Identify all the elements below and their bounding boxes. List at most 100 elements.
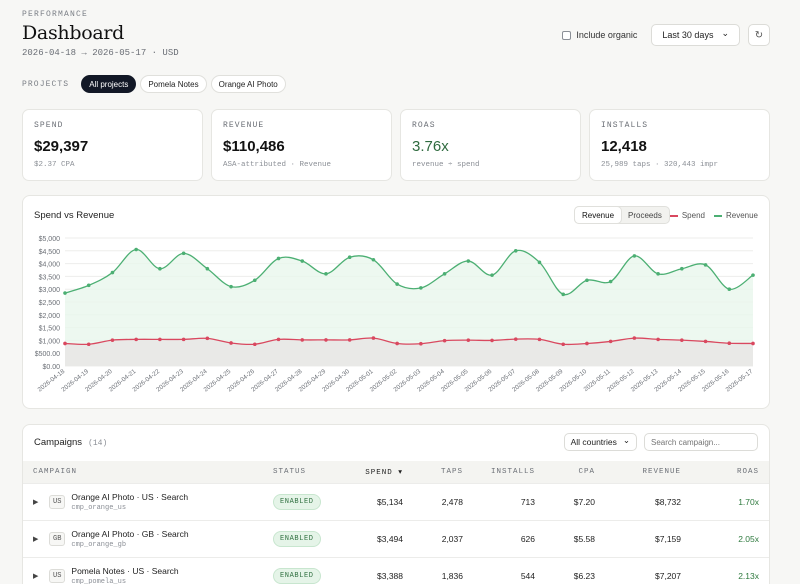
include-organic-label: Include organic [576,30,638,40]
project-filter: PROJECTS All projects Pomela Notes Orang… [22,75,286,93]
campaigns-title: Campaigns (14) [34,437,107,448]
taps-cell: 2,037 [441,533,463,544]
campaign-info: Orange AI Photo · US · Search cmp_orange… [71,492,188,512]
table-row[interactable]: ▶ GB Orange AI Photo · GB · Search cmp_o… [23,520,769,557]
country-filter-select[interactable]: All countries ⌄ [563,433,637,451]
toggle-proceeds[interactable]: Proceeds [628,210,662,220]
spend-point [205,336,210,341]
kpi-card-roas: ROAS 3.76x revenue ÷ spend [400,109,581,181]
kpi-value: 3.76x [412,138,449,155]
x-tick-label: 2026-05-17 [725,368,755,394]
revenue-point [276,256,281,261]
y-tick-label: $2,500 [39,300,61,307]
campaigns-count: (14) [88,439,108,448]
spend-point [229,341,233,345]
spend-point [585,341,589,346]
project-pill-pomela-notes[interactable]: Pomela Notes [140,75,207,93]
revenue-point [419,286,423,290]
revenue-area [65,249,753,366]
kpi-label: ROAS [412,121,436,130]
chevron-down-icon: ⌄ [721,28,729,38]
column-header-spend[interactable]: SPEND ▾ [365,468,403,477]
refresh-button[interactable]: ↻ [748,24,770,46]
kpi-card-spend: SPEND $29,397 $2.37 CPA [22,109,203,181]
cpa-cell: $7.20 [573,496,595,507]
column-header-campaign[interactable]: CAMPAIGN [33,467,78,476]
legend-swatch [669,214,678,217]
header-controls: Include organic Last 30 days ⌄ ↻ [562,24,770,46]
column-header-taps[interactable]: TAPS [440,467,463,476]
expand-icon[interactable]: ▶ [33,498,39,506]
table-row[interactable]: ▶ US Orange AI Photo · US · Search cmp_o… [23,483,769,520]
campaigns-title-text: Campaigns [34,437,83,448]
campaign-info: Pomela Notes · US · Search cmp_pomela_us [71,566,178,584]
revenue-point [395,282,399,286]
revenue-point [300,259,305,263]
status-badge: ENABLED [273,567,321,584]
campaigns-table: CAMPAIGN STATUS SPEND ▾ TAPS INSTALLS CP… [23,461,769,584]
spend-point [442,338,447,343]
taps-cell: 1,836 [441,570,463,581]
revenue-point [703,263,708,267]
campaigns-header: Campaigns (14) All countries ⌄ [23,425,769,461]
spend-point [751,341,755,346]
project-pill-orange-ai-photo[interactable]: Orange AI Photo [210,75,286,93]
revenue-point [110,270,115,275]
campaign-cell: ▶ US Orange AI Photo · US · Search cmp_o… [23,483,263,520]
expand-icon[interactable]: ▶ [33,572,39,580]
campaign-cell-content: ▶ GB Orange AI Photo · GB · Search cmp_o… [33,529,253,549]
status-badge: ENABLED [273,530,321,547]
revenue-point [134,247,138,252]
spend-point [158,337,162,342]
status-cell: ENABLED [263,557,343,584]
revenue-point [466,259,471,263]
campaign-name: Pomela Notes · US · Search [71,565,179,576]
date-range-label: Last 30 days [662,30,714,40]
campaign-cell-content: ▶ US Orange AI Photo · US · Search cmp_o… [33,492,253,512]
spend-point [63,341,67,346]
kpi-value: $110,486 [223,138,285,155]
spend-point [134,337,138,342]
date-range-select[interactable]: Last 30 days ⌄ [651,24,740,46]
country-code-badge: GB [49,531,66,546]
cpa-cell: $5.58 [573,533,595,544]
revenue-point [181,251,186,256]
revenue-point [442,272,447,276]
revenue-point [727,287,732,291]
legend-swatch [713,214,722,217]
y-tick-label: $4,000 [39,262,61,269]
column-header-roas[interactable]: ROAS [736,467,759,476]
chart-metric-toggle: Revenue Proceeds [574,206,670,224]
revenue-point [680,266,684,271]
column-header-status[interactable]: STATUS [273,467,307,476]
spend-area [65,337,753,366]
campaign-info: Orange AI Photo · GB · Search cmp_orange… [71,529,188,549]
spend-point [537,337,542,342]
y-tick-label: $1,000 [39,338,61,345]
column-header-cpa[interactable]: CPA [578,467,595,476]
toggle-revenue[interactable]: Revenue [575,207,622,223]
campaign-name: Orange AI Photo · GB · Search [71,528,189,539]
campaign-search-input[interactable] [644,433,758,451]
y-tick-label: $0.00 [42,364,60,371]
kpi-label: INSTALLS [601,121,649,130]
project-pill-all[interactable]: All projects [81,75,137,93]
include-organic-checkbox[interactable] [562,30,572,40]
spend-point [656,337,660,342]
include-organic-toggle[interactable]: Include organic [562,30,637,40]
revenue-point [632,254,637,258]
refresh-icon: ↻ [754,29,764,41]
campaign-id: cmp_orange_us [71,503,127,512]
spend-revenue-chart: $0.00 $500.00 $1,000 $1,500 $2,000 $2,500 $3,0… [35,236,755,394]
spend-point [276,337,281,342]
spend-point [513,337,518,341]
kpi-value: 12,418 [601,138,647,155]
column-header-installs[interactable]: INSTALLS [490,467,535,476]
column-header-revenue[interactable]: REVENUE [642,467,681,476]
roas-cell: 2.13x [738,570,759,581]
spend-point [347,338,352,342]
expand-icon[interactable]: ▶ [33,535,39,543]
table-row[interactable]: ▶ US Pomela Notes · US · Search cmp_pome… [23,557,769,584]
chart-legend: Spend Revenue [669,211,758,220]
roas-cell: 2.05x [738,533,759,544]
